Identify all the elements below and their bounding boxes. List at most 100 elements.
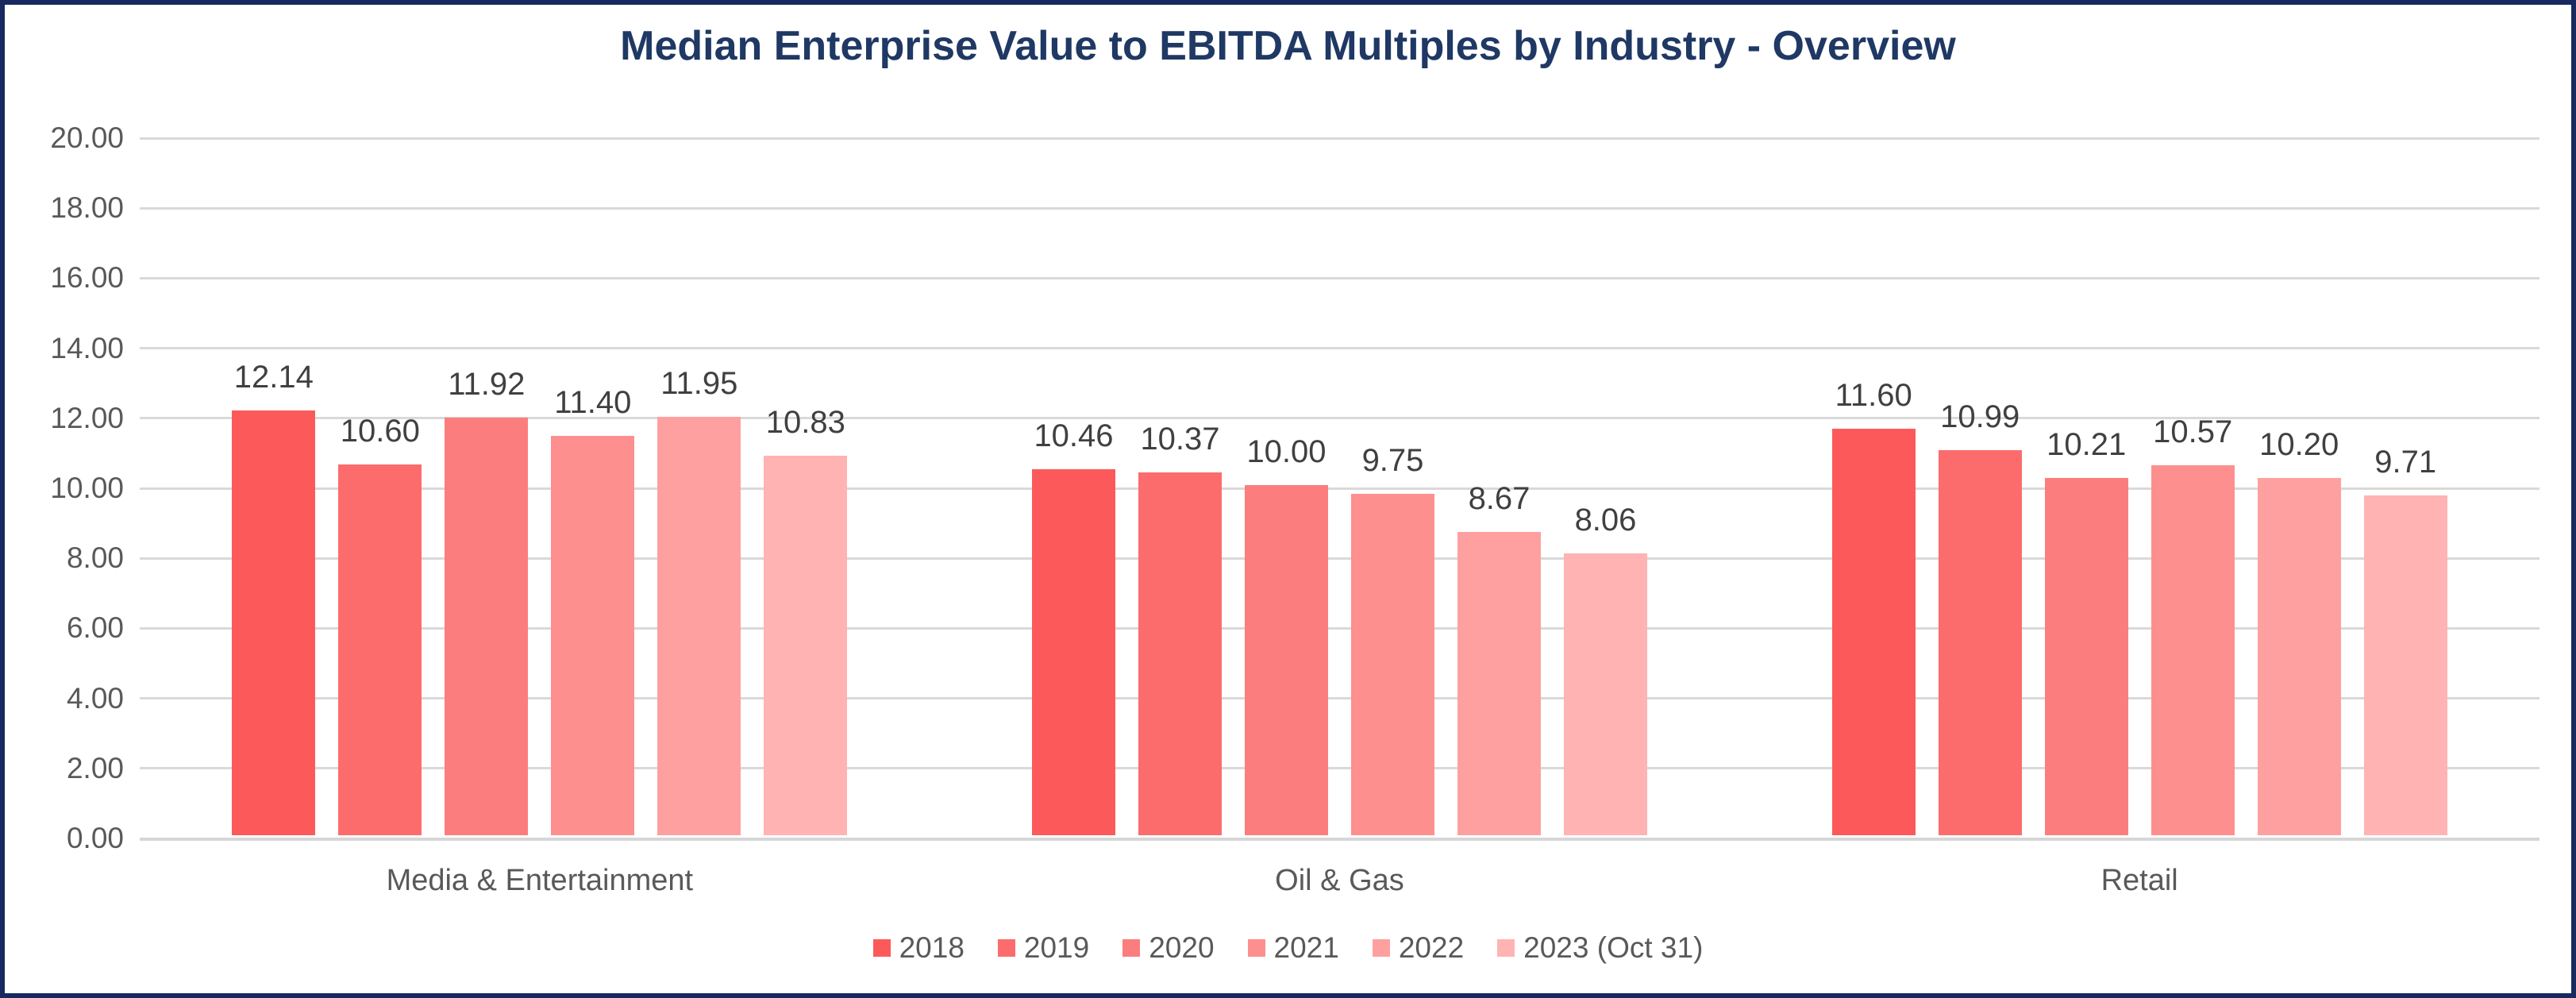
bar-value-label: 11.60 (1835, 378, 1912, 414)
bar[interactable] (1032, 468, 1115, 835)
legend-item[interactable]: 2020 (1122, 931, 1215, 965)
bar[interactable] (1457, 531, 1541, 835)
bar-value-label: 10.20 (2259, 427, 2339, 463)
bar-unit: 8.67 (1457, 481, 1541, 835)
gridline (140, 626, 2539, 630)
bar-group: 10.46 10.37 10.00 9.75 8.67 8.06 (1032, 418, 1647, 835)
gridline (140, 347, 2539, 350)
legend-swatch-icon (1497, 939, 1515, 957)
y-axis-tick-label: 10.00 (50, 472, 124, 504)
y-axis-tick-label: 8.00 (66, 541, 124, 575)
legend-swatch-icon (1372, 939, 1390, 957)
bar-value-label: 12.14 (233, 359, 314, 395)
bar-unit: 11.60 (1831, 378, 1916, 835)
y-axis-tick-label: 4.00 (66, 681, 124, 715)
legend-item[interactable]: 2023 (Oct 31) (1497, 931, 1703, 965)
bar-unit: 8.06 (1564, 503, 1647, 835)
bar[interactable] (1831, 429, 1916, 835)
y-axis-tick-label: 0.00 (66, 822, 124, 854)
legend: 2018 2019 2020 2021 2022 2023 (Oct 31) (5, 931, 2571, 965)
legend-item[interactable]: 2022 (1372, 931, 1465, 965)
x-axis: Media & Entertainment Oil & Gas Retail (140, 864, 2539, 904)
bar[interactable] (1938, 450, 2022, 835)
bar-value-label: 10.21 (2047, 426, 2127, 462)
bar-value-label: 10.46 (1034, 418, 1114, 453)
bar-value-label: 10.37 (1140, 421, 1220, 457)
bar[interactable] (2044, 477, 2128, 835)
bar-value-label: 9.71 (2374, 444, 2437, 480)
legend-label: 2020 (1149, 931, 1215, 964)
bar-unit: 10.83 (764, 405, 848, 835)
bar[interactable] (1351, 494, 1434, 835)
legend-swatch-icon (1122, 939, 1141, 957)
bar-value-label: 10.57 (2153, 414, 2233, 449)
bar-group: 12.14 10.60 11.92 11.40 11.95 10.83 (232, 360, 848, 835)
bar-value-label: 10.00 (1246, 434, 1327, 469)
gridline (140, 767, 2539, 770)
bar[interactable] (764, 456, 848, 835)
bar-unit: 10.37 (1138, 422, 1222, 835)
bar[interactable] (551, 436, 635, 835)
legend-swatch-icon (997, 939, 1015, 957)
bar[interactable] (1138, 472, 1222, 835)
bar-value-label: 10.99 (1940, 399, 2020, 435)
bar-value-label: 8.06 (1574, 502, 1637, 538)
bar-unit: 10.46 (1032, 418, 1115, 835)
bar[interactable] (1564, 553, 1647, 835)
bar-unit: 10.60 (338, 414, 422, 835)
legend-label: 2022 (1398, 931, 1465, 964)
bar-unit: 12.14 (232, 360, 316, 835)
legend-item[interactable]: 2019 (997, 931, 1090, 965)
y-axis-tick-label: 16.00 (50, 261, 124, 295)
legend-label: 2018 (899, 931, 965, 964)
bar-unit: 9.71 (2363, 445, 2447, 835)
bar[interactable] (2151, 464, 2235, 835)
bar[interactable] (2363, 495, 2447, 835)
chart-title: Median Enterprise Value to EBITDA Multip… (620, 23, 1956, 69)
bar-unit: 10.21 (2044, 427, 2128, 835)
y-axis-tick-label: 2.00 (66, 751, 124, 784)
legend-label: 2019 (1023, 931, 1090, 964)
bar-value-label: 9.75 (1361, 443, 1424, 479)
legend-label: 2023 (Oct 31) (1523, 931, 1704, 964)
y-axis-tick-label: 14.00 (50, 331, 124, 364)
gridline (140, 697, 2539, 700)
x-category-label: Oil & Gas (1275, 864, 1404, 897)
bar-value-label: 11.95 (660, 366, 738, 402)
legend-item[interactable]: 2018 (872, 931, 965, 965)
y-axis-tick-label: 20.00 (50, 121, 124, 154)
bar-value-label: 10.60 (340, 413, 420, 449)
bar-value-label: 11.92 (448, 367, 526, 403)
bar-unit: 10.00 (1245, 434, 1328, 835)
bar-value-label: 11.40 (554, 385, 632, 421)
bar[interactable] (445, 418, 529, 835)
gridline (140, 417, 2539, 420)
gridline (140, 487, 2539, 490)
bar-unit: 11.95 (657, 366, 741, 835)
bar-unit: 9.75 (1351, 443, 1434, 835)
legend-item[interactable]: 2021 (1247, 931, 1339, 965)
y-axis-tick-label: 12.00 (50, 401, 124, 434)
gridline (140, 137, 2539, 140)
plot-area: 12.14 10.60 11.92 11.40 11.95 10.83 10.46 10.37… (140, 137, 2539, 841)
bar-value-label: 10.83 (765, 405, 845, 441)
legend-label: 2021 (1273, 931, 1339, 964)
bar-unit: 10.57 (2151, 414, 2235, 835)
gridline (140, 276, 2539, 279)
bar[interactable] (657, 417, 741, 835)
bar[interactable] (232, 410, 316, 835)
legend-swatch-icon (872, 939, 891, 957)
x-category-label: Media & Entertainment (386, 864, 694, 897)
bar-value-label: 8.67 (1468, 480, 1531, 516)
bar[interactable] (2257, 478, 2341, 835)
bar[interactable] (1245, 485, 1328, 835)
bar-unit: 10.20 (2257, 427, 2341, 835)
gridline (140, 206, 2539, 210)
y-axis: 20.00 18.00 16.00 14.00 12.00 10.00 8.00 6.00 4.… (16, 121, 124, 854)
bar[interactable] (338, 464, 422, 835)
x-category-label: Retail (2100, 864, 2178, 897)
gridline (140, 557, 2539, 560)
y-axis-tick-label: 6.00 (66, 611, 124, 645)
bar-unit: 11.92 (445, 367, 529, 835)
